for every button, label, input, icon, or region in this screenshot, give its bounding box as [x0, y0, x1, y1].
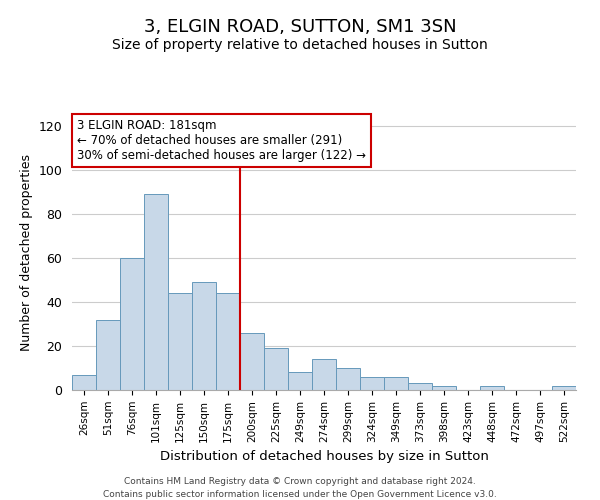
Text: Size of property relative to detached houses in Sutton: Size of property relative to detached ho…	[112, 38, 488, 52]
Bar	[72, 374, 96, 390]
Bar	[288, 372, 312, 390]
Bar	[408, 384, 432, 390]
Bar	[144, 194, 168, 390]
Text: Contains HM Land Registry data © Crown copyright and database right 2024.: Contains HM Land Registry data © Crown c…	[124, 478, 476, 486]
Bar	[432, 386, 456, 390]
Bar	[480, 386, 504, 390]
Bar	[120, 258, 144, 390]
Bar	[168, 293, 192, 390]
Bar	[360, 377, 384, 390]
Text: 3 ELGIN ROAD: 181sqm
← 70% of detached houses are smaller (291)
30% of semi-deta: 3 ELGIN ROAD: 181sqm ← 70% of detached h…	[77, 119, 366, 162]
Bar	[312, 359, 336, 390]
Bar	[384, 377, 408, 390]
Bar	[336, 368, 360, 390]
Text: Contains public sector information licensed under the Open Government Licence v3: Contains public sector information licen…	[103, 490, 497, 499]
Bar	[192, 282, 216, 390]
Y-axis label: Number of detached properties: Number of detached properties	[20, 154, 33, 351]
Bar	[552, 386, 576, 390]
Bar	[240, 333, 264, 390]
Text: 3, ELGIN ROAD, SUTTON, SM1 3SN: 3, ELGIN ROAD, SUTTON, SM1 3SN	[143, 18, 457, 36]
Bar	[216, 293, 240, 390]
X-axis label: Distribution of detached houses by size in Sutton: Distribution of detached houses by size …	[160, 450, 488, 463]
Bar	[264, 348, 288, 390]
Bar	[96, 320, 120, 390]
